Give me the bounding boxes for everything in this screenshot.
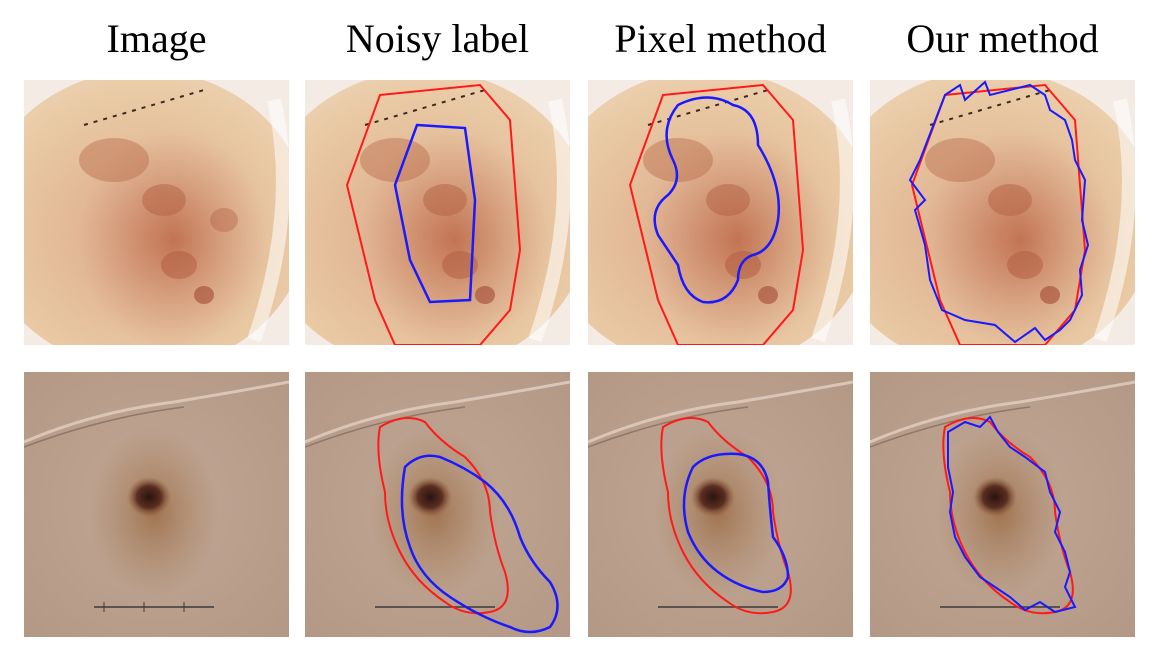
dermoscopy-image	[24, 372, 289, 637]
noisy-label-contour	[660, 417, 792, 615]
prediction-contour	[400, 454, 559, 634]
row2-noisy-label	[305, 372, 570, 637]
row1-image	[24, 80, 289, 345]
row1-pixel-method	[588, 80, 853, 345]
row2-pixel-method	[588, 372, 853, 637]
dermoscopy-image-overlay	[305, 372, 570, 637]
dermoscopy-image-overlay	[588, 372, 853, 637]
row2-image	[24, 372, 289, 637]
noisy-label-contour	[910, 83, 1087, 345]
prediction-contour	[908, 80, 1090, 344]
noisy-label-contour	[377, 417, 509, 615]
header-noisy-label: Noisy label	[345, 16, 530, 61]
dermoscopy-image	[24, 80, 289, 345]
dermoscopy-image-overlay	[870, 372, 1135, 637]
prediction-contour	[653, 96, 780, 304]
prediction-contour	[393, 123, 477, 304]
dermoscopy-image-overlay	[870, 80, 1135, 345]
row2-our-method	[870, 372, 1135, 637]
header-pixel-method: Pixel method	[614, 16, 827, 61]
dermoscopy-image-overlay	[305, 80, 570, 345]
noisy-label-contour	[628, 83, 805, 345]
noisy-label-contour	[345, 83, 522, 345]
header-image: Image	[106, 16, 207, 61]
row1-our-method	[870, 80, 1135, 345]
prediction-contour	[682, 452, 790, 594]
prediction-contour	[947, 415, 1077, 614]
row1-noisy-label	[305, 80, 570, 345]
header-our-method: Our method	[906, 16, 1099, 61]
dermoscopy-image-overlay	[588, 80, 853, 345]
noisy-label-contour	[942, 417, 1074, 615]
